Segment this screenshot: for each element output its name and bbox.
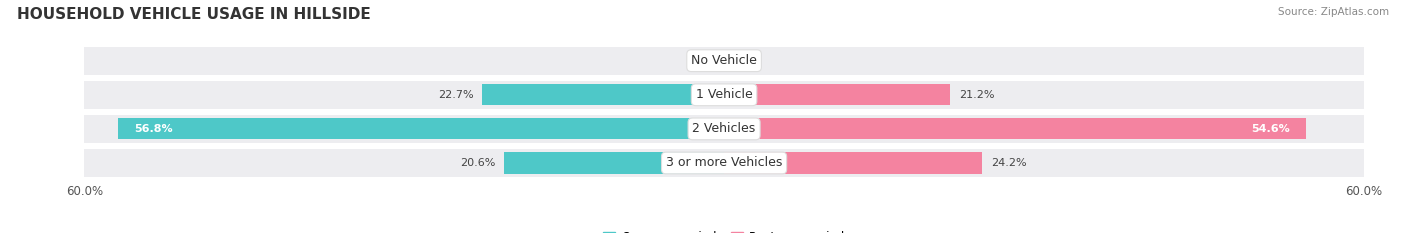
Text: HOUSEHOLD VEHICLE USAGE IN HILLSIDE: HOUSEHOLD VEHICLE USAGE IN HILLSIDE [17,7,371,22]
Text: 24.2%: 24.2% [991,158,1026,168]
Bar [84,115,1364,143]
Text: 22.7%: 22.7% [437,90,474,100]
Text: 21.2%: 21.2% [959,90,994,100]
Bar [482,84,724,105]
Bar [724,152,983,174]
Text: 0.0%: 0.0% [733,56,761,66]
Text: 0.0%: 0.0% [688,56,716,66]
Text: 2 Vehicles: 2 Vehicles [693,122,755,135]
Bar [724,84,950,105]
Bar [84,149,1364,177]
Bar [84,81,1364,109]
Text: No Vehicle: No Vehicle [692,54,756,67]
Text: 20.6%: 20.6% [461,158,496,168]
Bar [724,118,1306,140]
Text: 1 Vehicle: 1 Vehicle [696,88,752,101]
Bar [505,152,724,174]
Text: 56.8%: 56.8% [135,124,173,134]
Bar [84,47,1364,75]
Text: Source: ZipAtlas.com: Source: ZipAtlas.com [1278,7,1389,17]
Text: 54.6%: 54.6% [1251,124,1291,134]
Bar [118,118,724,140]
Text: 3 or more Vehicles: 3 or more Vehicles [666,157,782,169]
Legend: Owner-occupied, Renter-occupied: Owner-occupied, Renter-occupied [599,226,849,233]
